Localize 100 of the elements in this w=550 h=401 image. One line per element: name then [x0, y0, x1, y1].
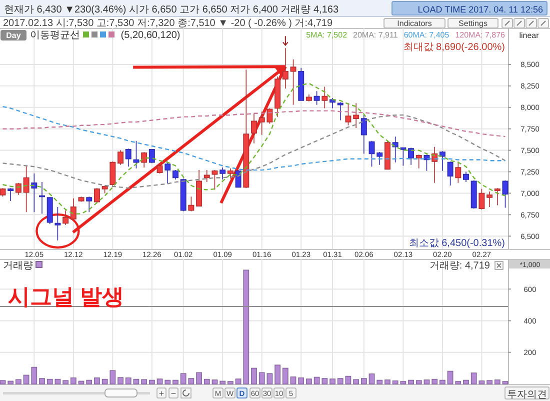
bar [470, 372, 477, 384]
bar [62, 380, 68, 384]
candlestick [478, 188, 485, 210]
annotation: Day [6, 30, 22, 40]
candlestick [39, 182, 45, 214]
bar [204, 378, 210, 384]
text: LOAD TIME 2017. 04. 11 12:56 [418, 4, 543, 14]
candlestick [447, 161, 454, 186]
bar [368, 374, 375, 384]
candlestick [78, 196, 84, 202]
candlestick [102, 185, 108, 194]
line-series [2, 114, 506, 189]
candlestick [70, 198, 76, 220]
bar [486, 380, 492, 384]
candlestick [125, 148, 132, 168]
candlestick [86, 196, 92, 212]
bar [86, 380, 92, 384]
bar [172, 380, 178, 384]
chart-subtitle: 2017.02.13 시:7,530 고:7,530 저:7,320 종:7,510 ▼ -20 ( -0.26% ) 거:4,719 [3, 18, 333, 29]
bar [353, 379, 360, 384]
bar [251, 368, 257, 384]
bar [78, 380, 84, 384]
candlestick [337, 102, 344, 121]
annotation: 최소값 6,450(-0.31%) [408, 238, 505, 249]
candlestick [148, 149, 155, 164]
candlestick [204, 170, 210, 182]
candlestick [424, 154, 430, 172]
bar [345, 376, 352, 384]
candlestick [274, 76, 281, 118]
legend-label: 거래량 [3, 260, 33, 272]
bar [298, 377, 304, 384]
bar [282, 368, 288, 384]
candlestick [463, 171, 469, 182]
bar [125, 377, 132, 384]
bar [432, 378, 438, 384]
bar [148, 380, 155, 384]
candlestick [164, 161, 171, 184]
text: Settings [458, 18, 488, 28]
bar [141, 379, 148, 384]
candlestick [62, 210, 69, 226]
candlestick [345, 102, 352, 126]
candlestick [46, 197, 53, 225]
bar [384, 380, 390, 384]
candlestick [156, 164, 163, 174]
bar [39, 378, 45, 384]
bar [376, 380, 383, 384]
bar [424, 380, 430, 384]
bar [274, 364, 280, 384]
bar [416, 380, 422, 384]
bar [330, 378, 336, 384]
chart-title: 현재가 6,430 ▼230(3.46%) 시가 6,650 고가 6,650 저가 6,400 거래량 4,163 [4, 4, 339, 16]
line-series [2, 110, 506, 138]
candlestick [110, 161, 116, 186]
bar [156, 378, 163, 384]
bar [70, 377, 76, 384]
candlestick [306, 94, 312, 102]
bar [164, 380, 171, 384]
bar [463, 380, 469, 384]
candlestick [172, 170, 178, 180]
bar [54, 378, 61, 384]
candlestick [494, 188, 500, 206]
candlestick [15, 182, 22, 196]
bar [258, 372, 265, 384]
bar [290, 376, 296, 384]
bar [23, 374, 30, 384]
candlestick [384, 140, 390, 170]
bar [266, 373, 273, 384]
bar [455, 381, 462, 384]
candlestick [220, 167, 226, 180]
candlestick [8, 188, 14, 202]
candlestick [118, 150, 124, 166]
candlestick [227, 168, 234, 180]
legend: 거래량 [3, 260, 42, 272]
bar [408, 380, 414, 384]
bar [31, 366, 38, 384]
bar [478, 380, 485, 384]
candlestick [360, 114, 367, 154]
candlestick [54, 206, 61, 241]
bar [306, 378, 312, 384]
candlestick [353, 102, 360, 128]
candlestick [486, 191, 493, 208]
bar [494, 380, 500, 384]
candlestick [23, 165, 30, 212]
candlestick [408, 147, 414, 166]
candlestick [141, 152, 148, 168]
annotation: 거래량: 4,719 [429, 260, 490, 272]
bar [46, 378, 53, 384]
candlestick [180, 178, 186, 212]
bar [94, 377, 100, 384]
bar [447, 370, 454, 384]
bar [0, 380, 6, 384]
text: linear [519, 31, 540, 40]
candlestick [392, 136, 398, 163]
candlestick [322, 86, 328, 109]
candlestick [432, 146, 438, 184]
candlestick [94, 188, 100, 204]
candlestick [196, 170, 202, 206]
candlestick [314, 90, 320, 106]
bar [440, 380, 446, 384]
bar [235, 378, 242, 384]
